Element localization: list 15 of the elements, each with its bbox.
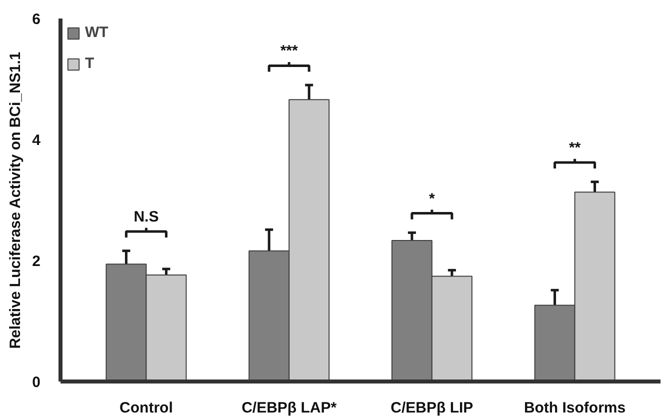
annotation: N.S <box>134 208 159 226</box>
y-axis-title: Relative Luciferase Activity on BCi_NS1.1 <box>7 52 24 349</box>
y-tick-label: 0 <box>32 374 40 391</box>
legend-label: WT <box>85 24 108 41</box>
y-tick-label: 6 <box>32 11 40 28</box>
x-tick-label: Both Isoforms <box>524 400 626 416</box>
annotation: * <box>429 190 436 208</box>
legend-label: T <box>85 55 96 72</box>
y-tick-label: 4 <box>32 132 42 149</box>
x-tick-label: C/EBPβ LIP <box>390 400 474 416</box>
annotation: *** <box>280 42 298 60</box>
x-tick-label: Control <box>120 400 173 416</box>
x-tick-label: C/EBPβ LAP* <box>242 400 337 416</box>
y-tick-label: 2 <box>32 253 40 270</box>
annotation: ** <box>568 139 581 156</box>
